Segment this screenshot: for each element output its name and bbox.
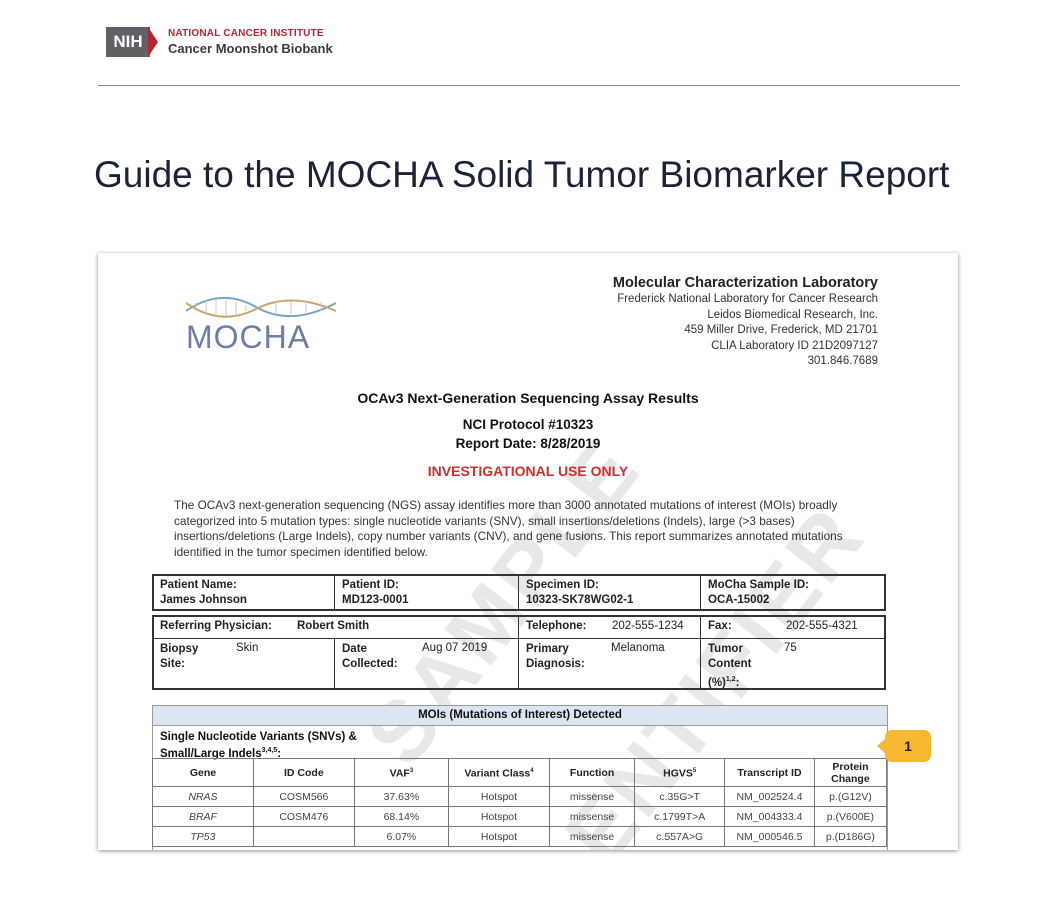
lab-phone: 301.846.7689 bbox=[807, 355, 878, 367]
date-collected-value: Aug 07 2019 bbox=[422, 642, 488, 654]
column-header: Transcript ID bbox=[724, 758, 815, 787]
transcript-cell: NM_000546.5 bbox=[724, 826, 815, 847]
table-row: BRAF COSM476 68.14% Hotspot missense c.1… bbox=[152, 806, 888, 827]
fax-label: Fax: bbox=[708, 620, 732, 632]
patient-name: James Johnson bbox=[160, 594, 247, 606]
transcript-cell: NM_002524.4 bbox=[724, 786, 815, 807]
column-header: Variant Class4 bbox=[448, 758, 550, 787]
physician-label: Referring Physician: bbox=[160, 620, 272, 632]
mocha-dna-icon bbox=[186, 296, 336, 318]
moi-table-title: MOIs (Mutations of Interest) Detected bbox=[152, 705, 888, 726]
institute-name: NATIONAL CANCER INSTITUTE bbox=[168, 28, 324, 39]
function-cell: missense bbox=[548, 786, 636, 807]
column-header: ID Code bbox=[252, 758, 355, 787]
id-code-cell: COSM566 bbox=[252, 786, 355, 807]
table-row: TP53 6.07% Hotspot missense c.557A>G NM_… bbox=[152, 826, 888, 847]
gene-cell: NRAS bbox=[152, 786, 254, 807]
sample-id-label: MoCha Sample ID: bbox=[708, 579, 809, 591]
protocol-number: NCI Protocol #10323 bbox=[462, 417, 594, 432]
hgvs-cell: c.557A>G bbox=[634, 826, 726, 847]
variant-class-cell: Hotspot bbox=[448, 806, 550, 827]
page-title: Guide to the MOCHA Solid Tumor Biomarker… bbox=[94, 154, 950, 195]
gene-cell: BRAF bbox=[152, 806, 254, 827]
patient-id: MD123-0001 bbox=[342, 594, 409, 606]
function-cell: missense bbox=[548, 826, 636, 847]
variant-class-cell: Hotspot bbox=[448, 826, 550, 847]
protein-change-cell: p.(D186G) bbox=[813, 826, 888, 847]
header-divider bbox=[98, 85, 960, 86]
fax-value: 202-555-4321 bbox=[786, 620, 858, 632]
investigational-notice: INVESTIGATIONAL USE ONLY bbox=[427, 463, 629, 479]
callout-badge: 1 bbox=[885, 730, 931, 762]
transcript-cell: NM_004333.4 bbox=[724, 806, 815, 827]
table-row: NRAS COSM566 37.63% Hotspot missense c.3… bbox=[152, 786, 888, 807]
specimen-id-label: Specimen ID: bbox=[526, 579, 599, 591]
column-header: Gene bbox=[152, 758, 254, 787]
biopsy-value: Skin bbox=[236, 642, 259, 654]
telephone-value: 202-555-1234 bbox=[612, 620, 684, 632]
lab-address-line: 459 Miller Drive, Frederick, MD 21701 bbox=[684, 324, 878, 336]
hgvs-cell: c.35G>T bbox=[634, 786, 726, 807]
column-header: VAF3 bbox=[353, 758, 450, 787]
hgvs-cell: c.1799T>A bbox=[634, 806, 726, 827]
date-collected-label: Date Collected: bbox=[342, 643, 398, 670]
specimen-id: 10323-SK78WG02-1 bbox=[526, 594, 634, 606]
nih-logo: NIH bbox=[106, 27, 150, 57]
biopsy-label: Biopsy Site: bbox=[160, 643, 199, 670]
column-header: Function bbox=[548, 758, 636, 787]
telephone-label: Telephone: bbox=[526, 620, 587, 632]
patient-info-box: Patient Name: James Johnson Patient ID: … bbox=[152, 574, 886, 611]
protein-change-cell: p.(G12V) bbox=[813, 786, 888, 807]
report-intro: The OCAv3 next-generation sequencing (NG… bbox=[174, 498, 843, 559]
column-header: Protein Change bbox=[813, 758, 888, 787]
id-code-cell: COSM476 bbox=[252, 806, 355, 827]
diagnosis-value: Melanoma bbox=[611, 642, 665, 654]
gene-cell: TP53 bbox=[152, 826, 254, 847]
clinical-info-box: Referring Physician: Robert Smith Teleph… bbox=[152, 615, 886, 690]
moi-table: Gene ID Code VAF3 Variant Class4 Functio… bbox=[152, 758, 888, 847]
sample-report-image: SAMPLE IDENTIFIER MOCHA Molecular Charac… bbox=[98, 253, 958, 850]
moi-table-header-row: Gene ID Code VAF3 Variant Class4 Functio… bbox=[152, 758, 888, 787]
tumor-content-label: Tumor Content (%)1,2: bbox=[708, 643, 752, 689]
function-cell: missense bbox=[548, 806, 636, 827]
patient-id-label: Patient ID: bbox=[342, 579, 399, 591]
assay-title: OCAv3 Next-Generation Sequencing Assay R… bbox=[357, 390, 699, 406]
nih-logo-chevron bbox=[148, 27, 158, 57]
protein-change-cell: p.(V600E) bbox=[813, 806, 888, 827]
sample-id: OCA-15002 bbox=[708, 594, 770, 606]
patient-name-label: Patient Name: bbox=[160, 579, 237, 591]
lab-address-line: Frederick National Laboratory for Cancer… bbox=[617, 293, 878, 305]
lab-name: Molecular Characterization Laboratory bbox=[612, 275, 878, 291]
variant-class-cell: Hotspot bbox=[448, 786, 550, 807]
diagnosis-label: Primary Diagnosis: bbox=[526, 643, 585, 670]
program-name: Cancer Moonshot Biobank bbox=[168, 41, 333, 56]
vaf-cell: 68.14% bbox=[353, 806, 450, 827]
physician-name: Robert Smith bbox=[297, 620, 370, 632]
callout-pointer bbox=[877, 738, 886, 754]
mocha-logo-text: MOCHA bbox=[186, 319, 311, 355]
lab-address-line: Leidos Biomedical Research, Inc. bbox=[707, 309, 878, 321]
lab-address-line: CLIA Laboratory ID 21D2097127 bbox=[711, 340, 878, 352]
snv-section-label: Single Nucleotide Variants (SNVs) & Smal… bbox=[160, 731, 357, 760]
vaf-cell: 6.07% bbox=[353, 826, 450, 847]
tumor-content-value: 75 bbox=[784, 642, 797, 654]
report-date: Report Date: 8/28/2019 bbox=[455, 436, 601, 451]
vaf-cell: 37.63% bbox=[353, 786, 450, 807]
column-header: HGVS5 bbox=[634, 758, 726, 787]
id-code-cell bbox=[252, 826, 355, 847]
